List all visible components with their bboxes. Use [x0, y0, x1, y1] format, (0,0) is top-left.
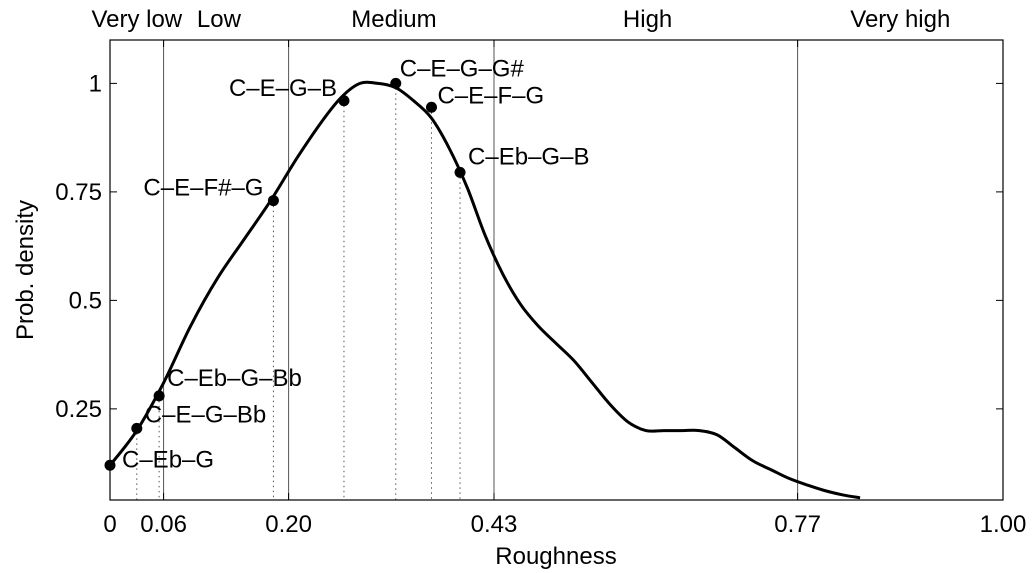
x-tick-label: 0.06 — [140, 511, 187, 538]
point-label: C–E–G–G# — [400, 55, 525, 82]
x-tick-label: 1.00 — [980, 511, 1027, 538]
point-c-eb-g — [104, 459, 116, 471]
point-label: C–E–F#–G — [143, 175, 263, 202]
point-c-eb-g-b — [454, 166, 466, 178]
y-tick-label: 0.75 — [55, 179, 102, 206]
point-c-e-g-b — [338, 95, 350, 107]
x-tick-label: 0.43 — [471, 511, 518, 538]
data-points-layer: C–Eb–G C–E–G–Bb C–Eb–G–Bb C–E–F#–G C–E–G–B C–… — [104, 55, 589, 473]
x-axis-label: Roughness — [495, 543, 616, 570]
region-labels: Very low Low Medium High Very high — [91, 6, 950, 33]
region-label: Very low — [91, 6, 182, 33]
point-label: C–Eb–G — [122, 446, 214, 473]
plot-frame — [109, 39, 1004, 501]
point-label: C–E–G–Bb — [145, 401, 266, 428]
x-tick-label: 0.20 — [265, 511, 312, 538]
region-label: Very high — [850, 6, 950, 33]
axis-ticks: 0 0.06 0.20 0.43 0.77 1.00 0.25 0.5 0.75 1 — [55, 40, 1026, 538]
point-drop-lines — [109, 83, 461, 500]
density-curve-layer — [108, 80, 861, 500]
y-tick-label: 0.5 — [69, 287, 102, 314]
point-c-e-f-g — [267, 195, 279, 207]
point-label: C–Eb–G–Bb — [167, 365, 302, 392]
point-c-e-g-g — [390, 77, 402, 89]
density-curve — [108, 80, 861, 500]
point-label: C–E–F–G — [437, 82, 544, 109]
y-tick-label: 0.25 — [55, 396, 102, 423]
point-label: C–Eb–G–B — [468, 143, 589, 170]
region-label: High — [623, 6, 672, 33]
region-boundaries — [163, 40, 799, 500]
point-label: C–E–G–B — [229, 75, 337, 102]
x-tick-label: 0 — [103, 511, 116, 538]
region-label: Medium — [351, 6, 436, 33]
point-c-e-f-g — [425, 101, 437, 113]
region-label: Low — [197, 6, 242, 33]
y-tick-label: 1 — [89, 70, 102, 97]
y-axis-label: Prob. density — [12, 200, 39, 340]
point-c-eb-g-bb — [153, 390, 165, 402]
x-tick-label: 0.77 — [774, 511, 821, 538]
point-c-e-g-bb — [131, 422, 143, 434]
